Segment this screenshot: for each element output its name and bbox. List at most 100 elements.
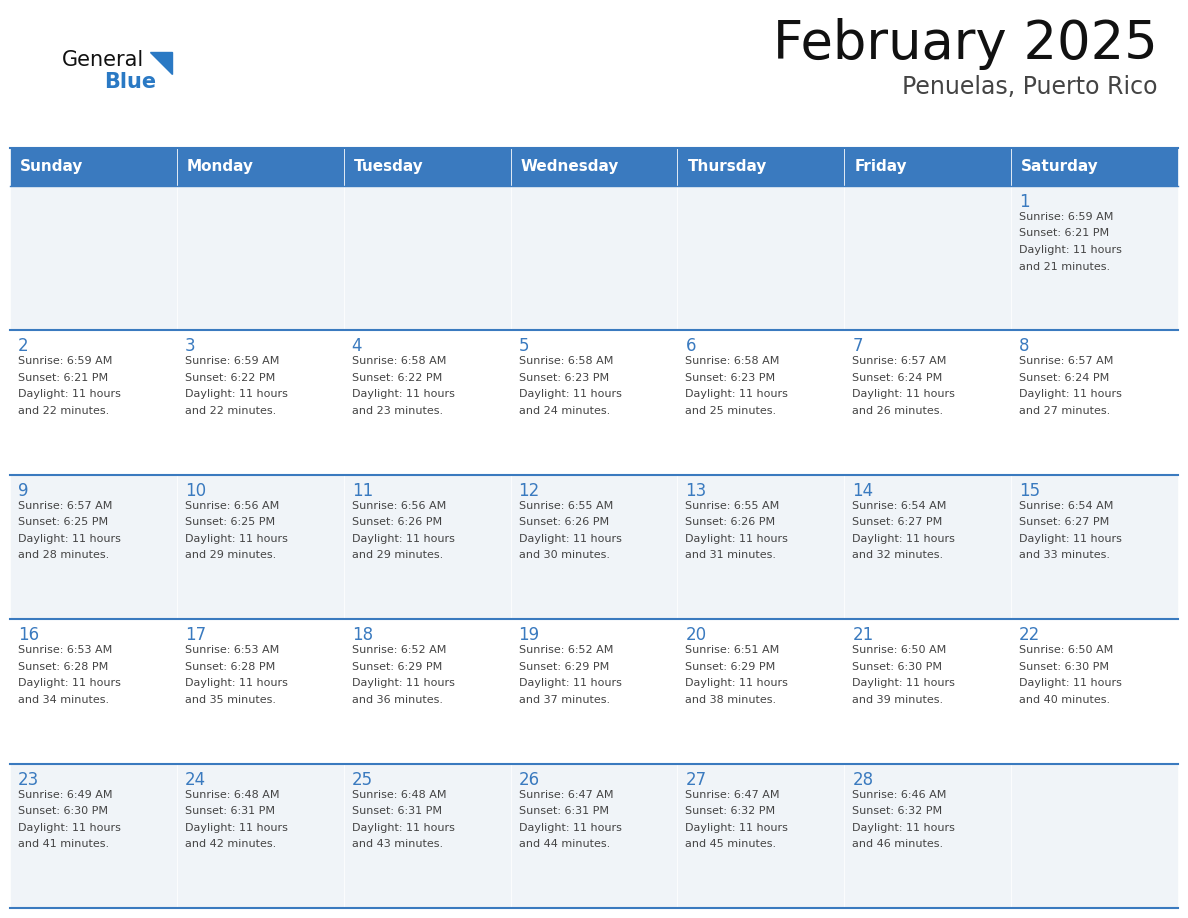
Text: Sunset: 6:28 PM: Sunset: 6:28 PM [18,662,108,672]
Text: Sunrise: 6:58 AM: Sunrise: 6:58 AM [519,356,613,366]
Text: Sunrise: 6:56 AM: Sunrise: 6:56 AM [185,501,279,510]
Text: Daylight: 11 hours: Daylight: 11 hours [1019,678,1121,688]
Text: 1: 1 [1019,193,1030,211]
Text: Daylight: 11 hours: Daylight: 11 hours [1019,245,1121,255]
Text: Sunrise: 6:51 AM: Sunrise: 6:51 AM [685,645,779,655]
Bar [10,330,177,475]
Text: and 25 minutes.: and 25 minutes. [685,406,777,416]
Text: 23: 23 [18,770,39,789]
Text: Sunset: 6:30 PM: Sunset: 6:30 PM [1019,662,1110,672]
Text: Daylight: 11 hours: Daylight: 11 hours [685,823,789,833]
Text: and 43 minutes.: and 43 minutes. [352,839,443,849]
Text: 17: 17 [185,626,206,644]
Bar [177,148,343,186]
Bar [677,764,845,908]
Bar [177,475,343,620]
Text: Sunset: 6:26 PM: Sunset: 6:26 PM [685,518,776,527]
Bar [10,148,177,186]
Text: and 34 minutes.: and 34 minutes. [18,695,109,705]
Text: Sunset: 6:25 PM: Sunset: 6:25 PM [18,518,108,527]
Text: 11: 11 [352,482,373,499]
Text: 18: 18 [352,626,373,644]
Text: Daylight: 11 hours: Daylight: 11 hours [185,678,287,688]
Text: Daylight: 11 hours: Daylight: 11 hours [519,678,621,688]
Bar [177,186,343,330]
Text: 8: 8 [1019,338,1030,355]
Bar [1011,620,1178,764]
Bar [677,186,845,330]
Text: General: General [62,50,144,70]
Text: Thursday: Thursday [688,160,766,174]
Text: Sunrise: 6:59 AM: Sunrise: 6:59 AM [18,356,113,366]
Text: Daylight: 11 hours: Daylight: 11 hours [685,533,789,543]
Text: and 38 minutes.: and 38 minutes. [685,695,777,705]
Text: Daylight: 11 hours: Daylight: 11 hours [185,823,287,833]
Bar [343,620,511,764]
Text: and 28 minutes.: and 28 minutes. [18,550,109,560]
Text: and 44 minutes.: and 44 minutes. [519,839,609,849]
Bar [343,148,511,186]
Text: Daylight: 11 hours: Daylight: 11 hours [852,389,955,399]
Text: Sunrise: 6:46 AM: Sunrise: 6:46 AM [852,789,947,800]
Text: and 22 minutes.: and 22 minutes. [185,406,276,416]
Text: 14: 14 [852,482,873,499]
Text: Sunrise: 6:54 AM: Sunrise: 6:54 AM [1019,501,1113,510]
Text: 28: 28 [852,770,873,789]
Text: Daylight: 11 hours: Daylight: 11 hours [1019,389,1121,399]
Text: February 2025: February 2025 [773,18,1158,70]
Text: Blue: Blue [105,72,156,92]
Bar [343,330,511,475]
Text: Daylight: 11 hours: Daylight: 11 hours [852,823,955,833]
Text: Daylight: 11 hours: Daylight: 11 hours [185,389,287,399]
Bar [511,330,677,475]
Text: Sunset: 6:22 PM: Sunset: 6:22 PM [185,373,276,383]
Text: Sunset: 6:30 PM: Sunset: 6:30 PM [18,806,108,816]
Text: and 24 minutes.: and 24 minutes. [519,406,609,416]
Text: and 40 minutes.: and 40 minutes. [1019,695,1111,705]
Polygon shape [150,52,172,74]
Text: Daylight: 11 hours: Daylight: 11 hours [685,389,789,399]
Text: Sunrise: 6:57 AM: Sunrise: 6:57 AM [852,356,947,366]
Bar [1011,186,1178,330]
Text: Daylight: 11 hours: Daylight: 11 hours [352,533,455,543]
Text: Friday: Friday [854,160,906,174]
Bar [511,148,677,186]
Text: Daylight: 11 hours: Daylight: 11 hours [18,389,121,399]
Text: Daylight: 11 hours: Daylight: 11 hours [352,823,455,833]
Text: Sunset: 6:27 PM: Sunset: 6:27 PM [1019,518,1110,527]
Text: Sunrise: 6:49 AM: Sunrise: 6:49 AM [18,789,113,800]
Text: Sunset: 6:23 PM: Sunset: 6:23 PM [685,373,776,383]
Bar [10,186,177,330]
Text: and 42 minutes.: and 42 minutes. [185,839,276,849]
Text: Sunset: 6:31 PM: Sunset: 6:31 PM [519,806,608,816]
Bar [511,186,677,330]
Text: and 33 minutes.: and 33 minutes. [1019,550,1110,560]
Text: 12: 12 [519,482,539,499]
Text: and 39 minutes.: and 39 minutes. [852,695,943,705]
Text: Daylight: 11 hours: Daylight: 11 hours [852,678,955,688]
Text: Daylight: 11 hours: Daylight: 11 hours [519,389,621,399]
Text: Sunrise: 6:52 AM: Sunrise: 6:52 AM [352,645,446,655]
Text: Sunrise: 6:58 AM: Sunrise: 6:58 AM [352,356,446,366]
Text: and 31 minutes.: and 31 minutes. [685,550,777,560]
Text: Sunrise: 6:55 AM: Sunrise: 6:55 AM [519,501,613,510]
Text: Daylight: 11 hours: Daylight: 11 hours [1019,533,1121,543]
Text: and 29 minutes.: and 29 minutes. [352,550,443,560]
Text: Sunset: 6:32 PM: Sunset: 6:32 PM [685,806,776,816]
Bar [845,475,1011,620]
Text: Sunrise: 6:47 AM: Sunrise: 6:47 AM [685,789,781,800]
Text: Sunrise: 6:53 AM: Sunrise: 6:53 AM [18,645,112,655]
Text: Sunset: 6:24 PM: Sunset: 6:24 PM [1019,373,1110,383]
Text: Sunrise: 6:47 AM: Sunrise: 6:47 AM [519,789,613,800]
Text: Sunrise: 6:48 AM: Sunrise: 6:48 AM [185,789,279,800]
Bar [10,475,177,620]
Text: Sunday: Sunday [20,160,83,174]
Text: and 41 minutes.: and 41 minutes. [18,839,109,849]
Text: Sunset: 6:29 PM: Sunset: 6:29 PM [352,662,442,672]
Text: and 36 minutes.: and 36 minutes. [352,695,443,705]
Text: Sunrise: 6:59 AM: Sunrise: 6:59 AM [1019,212,1113,222]
Text: and 21 minutes.: and 21 minutes. [1019,262,1111,272]
Text: Sunset: 6:22 PM: Sunset: 6:22 PM [352,373,442,383]
Text: Saturday: Saturday [1022,160,1099,174]
Text: 13: 13 [685,482,707,499]
